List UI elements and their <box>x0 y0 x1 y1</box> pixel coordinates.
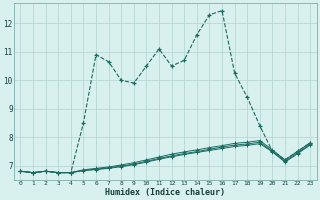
X-axis label: Humidex (Indice chaleur): Humidex (Indice chaleur) <box>105 188 225 197</box>
